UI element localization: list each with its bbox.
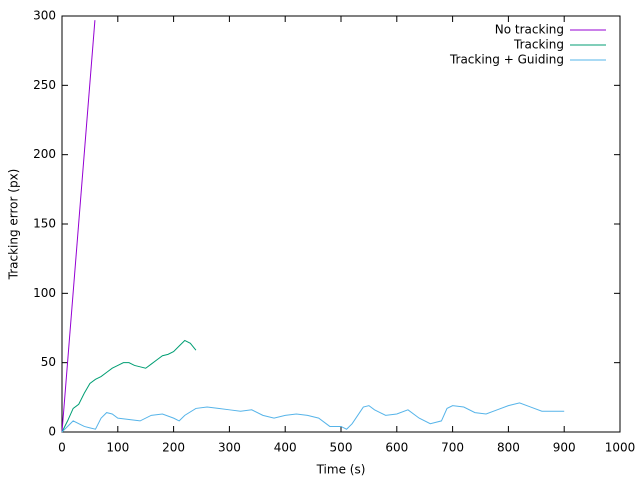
x-axis-label: Time (s)	[316, 463, 366, 477]
y-tick-label: 200	[33, 147, 56, 161]
x-tick-label: 800	[497, 441, 520, 455]
x-tick-label: 300	[218, 441, 241, 455]
x-tick-label: 600	[385, 441, 408, 455]
x-tick-label: 900	[553, 441, 576, 455]
x-tick-label: 100	[106, 441, 129, 455]
legend-label: Tracking	[513, 38, 564, 52]
x-tick-label: 1000	[605, 441, 636, 455]
x-tick-label: 500	[330, 441, 353, 455]
plot-frame	[61, 15, 621, 433]
x-tick-label: 0	[58, 441, 66, 455]
y-tick-label: 0	[48, 425, 56, 439]
data-line	[61, 402, 565, 433]
legend-label: Tracking + Guiding	[449, 53, 564, 67]
y-tick-label: 300	[33, 9, 56, 23]
y-tick-label: 250	[33, 78, 56, 92]
x-tick-label: 200	[162, 441, 185, 455]
y-tick-label: 100	[33, 286, 56, 300]
y-axis-label: Tracking error (px)	[7, 169, 21, 281]
data-line	[61, 20, 96, 433]
data-line	[61, 339, 197, 433]
legend-label: No tracking	[495, 23, 564, 37]
x-tick-label: 400	[274, 441, 297, 455]
y-tick-label: 150	[33, 217, 56, 231]
y-tick-label: 50	[41, 355, 56, 369]
x-tick-label: 700	[441, 441, 464, 455]
